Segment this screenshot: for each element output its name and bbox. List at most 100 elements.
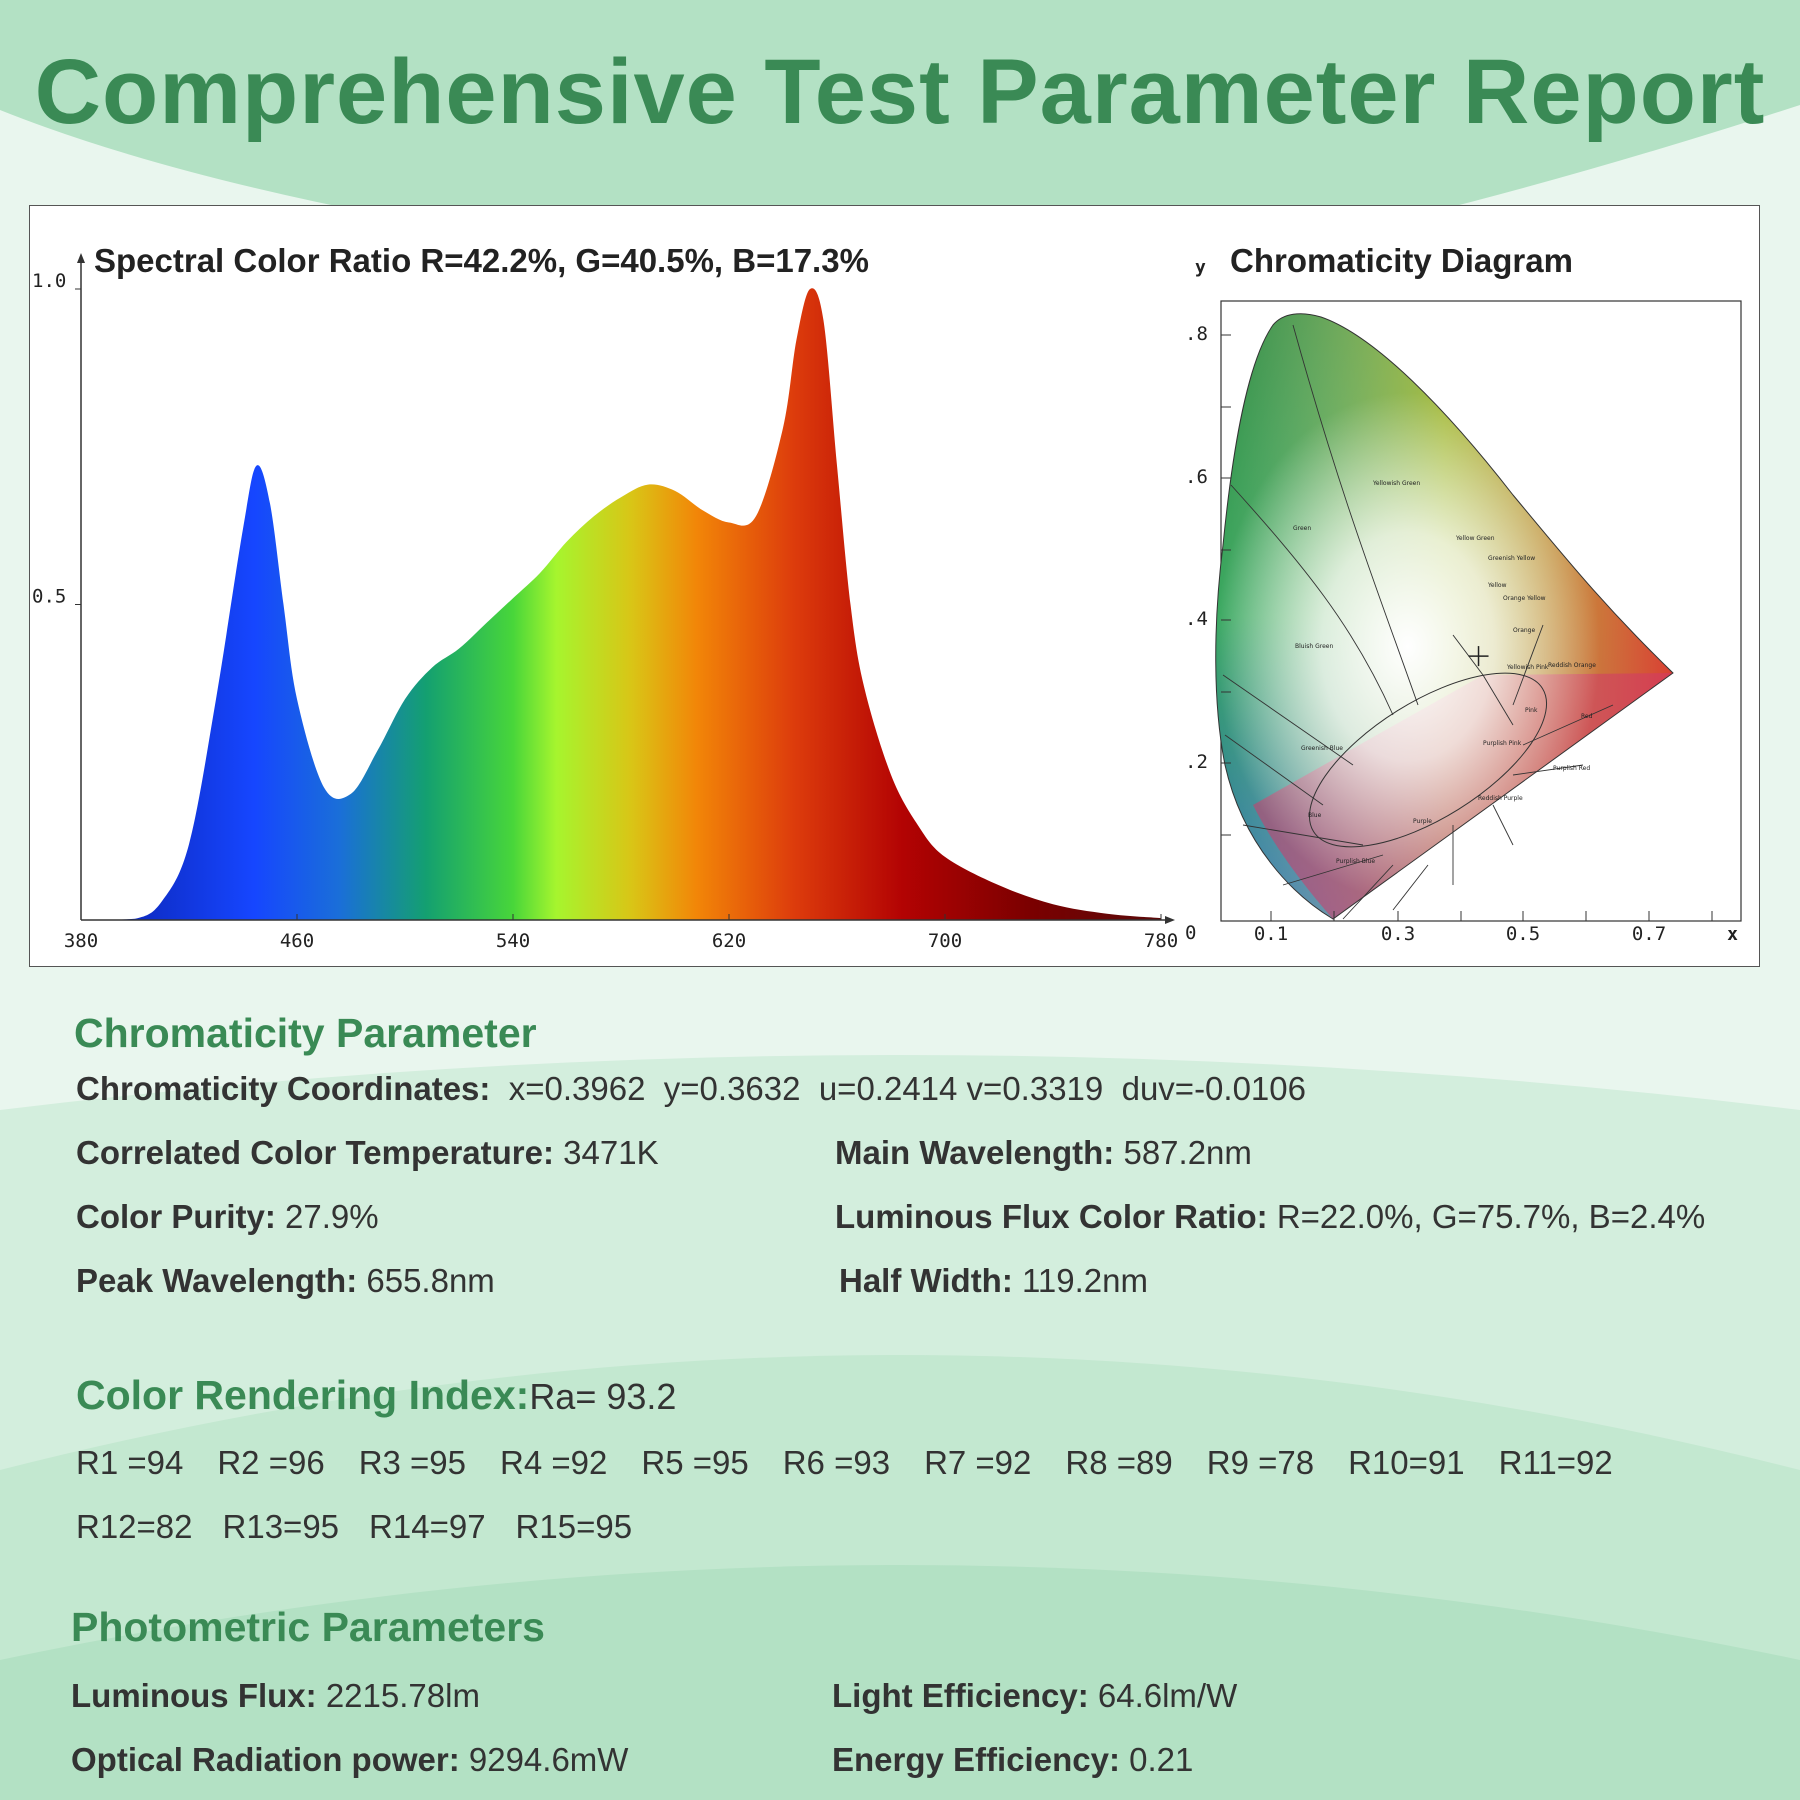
peak-value: 655.8nm <box>366 1262 495 1299</box>
cie-region-label: Blue <box>1308 812 1322 819</box>
cie-locus-white <box>1215 313 1673 919</box>
cie-region-label: Yellowish Green <box>1372 480 1420 487</box>
cie-region-label: Bluish Green <box>1295 643 1333 650</box>
spectrum-title: Spectral Color Ratio R=42.2%, G=40.5%, B… <box>94 242 869 279</box>
cie-region-label: Red <box>1581 713 1593 720</box>
cie-region-label: Greenish Yellow <box>1488 555 1535 562</box>
cri-value: R15=95 <box>515 1508 633 1545</box>
cie-region-label: Greenish Blue <box>1301 745 1343 752</box>
flux-ratio-row: Luminous Flux Color Ratio: R=22.0%, G=75… <box>835 1198 1705 1236</box>
cri-heading: Color Rendering Index:Ra= 93.2 <box>76 1372 676 1419</box>
peak-row: Peak Wavelength: 655.8nm <box>76 1262 495 1300</box>
cie-region-line <box>1522 704 1614 746</box>
page-title: Comprehensive Test Parameter Report <box>34 41 1766 143</box>
chromaticity-chart: Green Yellowish Green Yellow Green Greenish… <box>1185 242 1742 945</box>
cie-locus-outline <box>1215 313 1674 920</box>
luminous-flux-row: Luminous Flux: 2215.78lm <box>71 1677 480 1715</box>
cie-region-line <box>1512 764 1584 776</box>
cri-row-2: R12=82 R13=95 R14=97 R15=95 <box>76 1508 662 1546</box>
coords-value: x=0.3962 y=0.3632 u=0.2414 v=0.3319 duv=… <box>508 1070 1306 1107</box>
cie-region-label: Purplish Red <box>1553 765 1590 772</box>
cri-heading-label: Color Rendering Index: <box>76 1372 530 1418</box>
cri-value: R3 =95 <box>358 1444 467 1481</box>
eff-value: 64.6lm/W <box>1097 1677 1238 1714</box>
cie-region-line <box>1242 824 1364 846</box>
cri-value: R8 =89 <box>1065 1444 1173 1481</box>
cct-row: Correlated Color Temperature: 3471K <box>76 1134 659 1172</box>
x-tick-label: 780 <box>1144 930 1178 952</box>
eff-label: Light Efficiency: <box>832 1677 1089 1714</box>
cie-x-axis-label: x <box>1727 924 1738 945</box>
cie-region-line <box>1292 324 1419 706</box>
cri-value: R14=97 <box>369 1508 486 1545</box>
half-width-row: Half Width: 119.2nm <box>839 1262 1148 1300</box>
light-efficiency-row: Light Efficiency: 64.6lm/W <box>832 1677 1237 1715</box>
chromaticity-heading: Chromaticity Parameter <box>74 1010 537 1056</box>
orp-value: 9294.6mW <box>468 1741 629 1778</box>
energy-efficiency-row: Energy Efficiency: 0.21 <box>832 1741 1193 1779</box>
spectrum-chart: 380 460 540 620 700 780 0.5 1.0 Spectral Color R… <box>32 242 1178 952</box>
cie-region-label: Purple <box>1413 818 1432 825</box>
spectrum-area <box>81 288 1161 920</box>
cie-region-label: Yellowish Pink <box>1506 664 1549 671</box>
cie-region-line <box>1342 864 1394 920</box>
cie-region-line <box>1222 674 1354 766</box>
cri-value: R1 =94 <box>76 1444 184 1481</box>
cie-region-label: Orange Yellow <box>1503 595 1546 602</box>
cri-value: R12=82 <box>76 1508 193 1545</box>
purity-label: Color Purity: <box>76 1198 276 1235</box>
cie-region-line <box>1492 804 1514 846</box>
cie-region-label: Purplish Blue <box>1336 858 1375 865</box>
cie-region-label: Reddish Purple <box>1478 795 1523 802</box>
cri-value: R2 =96 <box>217 1444 325 1481</box>
cie-region-line <box>1230 484 1394 716</box>
cie-white-ellipse <box>1308 672 1548 848</box>
cri-value: R10=91 <box>1348 1444 1465 1481</box>
cie-region-label: Pink <box>1525 707 1538 714</box>
cie-title: Chromaticity Diagram <box>1230 242 1573 279</box>
cie-y-tick-label: .4 <box>1185 608 1208 630</box>
peak-label: Peak Wavelength: <box>76 1262 358 1299</box>
cie-y-axis-label: y <box>1195 257 1206 278</box>
cri-row-1: R1 =94 R2 =96 R3 =95 R4 =92 R5 =95 R6 =93 R7 =… <box>76 1444 1647 1482</box>
purity-row: Color Purity: 27.9% <box>76 1198 379 1236</box>
cie-x-tick-label: 0.5 <box>1506 923 1540 945</box>
flux-label: Luminous Flux: <box>71 1677 317 1714</box>
cct-value: 3471K <box>563 1134 659 1171</box>
main-wl-label: Main Wavelength: <box>835 1134 1115 1171</box>
purity-value: 27.9% <box>285 1198 379 1235</box>
cri-value: R5 =95 <box>641 1444 749 1481</box>
cie-region-label: Yellow <box>1487 582 1507 589</box>
orp-label: Optical Radiation power: <box>71 1741 460 1778</box>
chromaticity-coordinates: Chromaticity Coordinates: x=0.3962 y=0.3… <box>76 1070 1306 1108</box>
flux-value: 2215.78lm <box>325 1677 480 1714</box>
energy-label: Energy Efficiency: <box>832 1741 1120 1778</box>
x-tick-label: 620 <box>712 930 746 952</box>
cri-value: R13=95 <box>222 1508 340 1545</box>
cri-value: R9 =78 <box>1206 1444 1315 1481</box>
x-tick-label: 380 <box>64 930 98 952</box>
cie-y-tick-label: 0 <box>1185 922 1196 944</box>
half-label: Half Width: <box>839 1262 1013 1299</box>
cie-region-label: Yellow Green <box>1455 535 1495 542</box>
cri-value: R6 =93 <box>782 1444 891 1481</box>
cie-region-label: Orange <box>1513 627 1535 634</box>
cri-ra-value: Ra= 93.2 <box>529 1376 677 1417</box>
x-tick-label: 540 <box>496 930 530 952</box>
cie-region-line <box>1392 864 1429 911</box>
cie-y-tick-label: .8 <box>1185 323 1208 345</box>
cie-region-line <box>1512 624 1544 706</box>
y-axis-arrow <box>77 253 85 263</box>
y-tick-label: 1.0 <box>32 270 66 292</box>
optical-power-row: Optical Radiation power: 9294.6mW <box>71 1741 628 1779</box>
x-axis-arrow <box>1165 916 1175 924</box>
cie-x-tick-label: 0.7 <box>1632 923 1666 945</box>
coords-label: Chromaticity Coordinates: <box>76 1070 491 1107</box>
flux-ratio-value: R=22.0%, G=75.7%, B=2.4% <box>1276 1198 1706 1235</box>
half-value: 119.2nm <box>1022 1262 1148 1299</box>
cri-value: R11=92 <box>1498 1444 1613 1481</box>
cie-region-line <box>1224 734 1324 806</box>
photometric-heading: Photometric Parameters <box>71 1604 545 1650</box>
cie-region-line <box>1482 674 1514 726</box>
main-wl-value: 587.2nm <box>1123 1134 1252 1171</box>
